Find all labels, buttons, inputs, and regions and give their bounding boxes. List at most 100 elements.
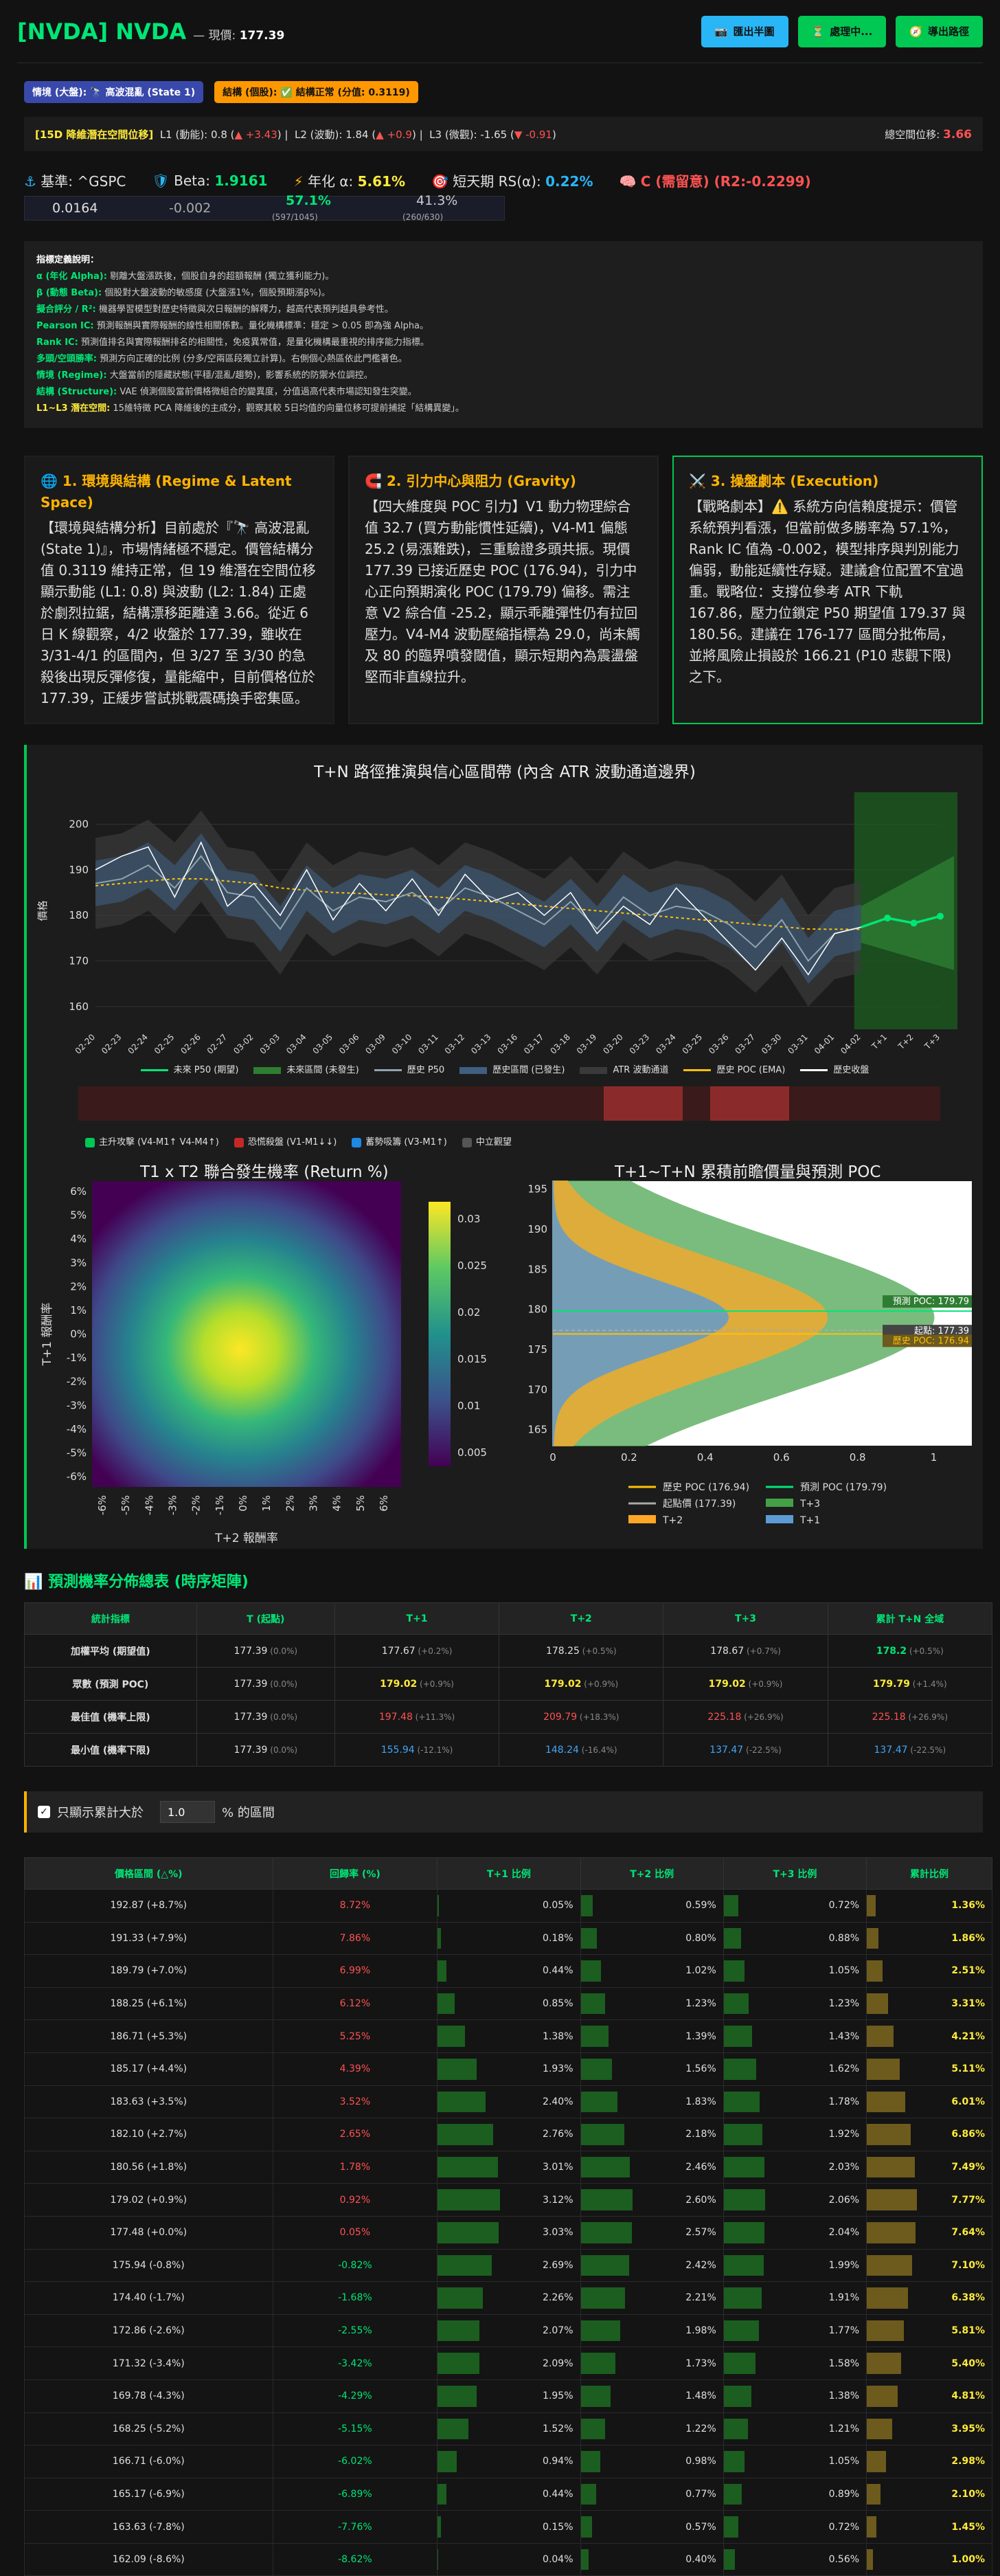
x-tick-label: 03-20 [601,1032,625,1056]
indicator-definitions: 指標定義說明： α (年化 Alpha): 剔離大盤漲跌後，個股自身的超額報酬 … [24,241,983,428]
regression-cell: -6.89% [272,2477,438,2511]
legend-item: 歷史收盤 [800,1062,869,1075]
ratio-text: 1.38% [543,2030,573,2042]
prob-value: 148.24 [545,1744,579,1756]
heatmap-y-tick: -1% [67,1352,87,1364]
x-tick-label: 03-12 [443,1032,467,1056]
cumulative-bar [867,2451,886,2472]
ratio-cell: 1.38% [437,2019,581,2053]
prob-value: 177.39 [234,1645,268,1657]
price-range-cell: 180.56 (+1.8%) [24,2150,273,2184]
cumulative-cell: 7.49% [866,2150,992,2184]
ratio-bar [580,2418,606,2440]
ratio-bar [723,2156,764,2178]
cumulative-text: 1.45% [951,2521,985,2533]
cumulative-text: 2.98% [951,2456,985,2467]
x-tick-label: 03-27 [733,1032,757,1056]
ratio-text: 1.56% [685,2063,716,2075]
ratio-bar [723,2189,765,2210]
ratio-text: 2.26% [543,2292,573,2304]
ratio-text: 1.99% [828,2259,860,2271]
future-point [910,919,918,927]
profile-legend-text: 歷史 POC (176.94) [663,1482,749,1493]
x-tick-label: 02-25 [152,1032,177,1056]
ratio-cell: 1.22% [580,2412,724,2446]
prob-table-header: 累計 T+N 全域 [827,1602,993,1635]
ratio-cell: 1.62% [723,2052,867,2086]
definition-key: 擬合評分 / R²: [36,304,96,315]
ratio-cell: 1.21% [723,2412,867,2446]
ratio-cell: 2.07% [437,2314,581,2348]
future-point [937,912,944,920]
ratio-text: 0.56% [828,2554,860,2566]
cumulative-text: 5.81% [951,2325,985,2337]
cumulative-cell: 5.11% [866,2052,992,2086]
price-range-cell: 191.33 (+7.9%) [24,1921,273,1956]
regime-swatch [234,1137,244,1147]
prob-change: (+0.5%) [579,1646,617,1656]
latent-l1: L1 (動能): 0.8 [159,128,227,141]
regression-cell: 7.86% [272,1921,438,1956]
regime-strip-bg [78,1086,940,1121]
ratio-text: 0.98% [685,2456,716,2467]
cumulative-text: 4.81% [951,2390,985,2402]
prob-change: (0.0%) [267,1646,298,1656]
ratio-cell: 2.18% [580,2118,724,2151]
x-tick-label: 02-26 [179,1032,203,1056]
prob-table-title: 📊 預測機率分佈總表 (時序矩陣) [24,1569,983,1591]
filter-threshold-input[interactable]: 1.0 [160,1801,215,1823]
ratio-cell: 0.04% [437,2542,581,2576]
prob-table-row: 眾數 (預測 POC) 177.39 (0.0%) 179.02 (+0.9%) 17… [24,1667,993,1701]
heatmap-x-tick: 1% [260,1495,273,1512]
ratio-cell: 1.83% [580,2085,724,2119]
joint-probability-heatmap: 6% 5% 4% 3% 2% 1% 0% -1% -2% -3% -4% -5% -6% -6% -5% -4… [41,1181,487,1545]
gravity-card: 🧲 2. 引力中心與阻力 (Gravity) 【四大維度與 POC 引力】V1 動… [348,456,659,724]
definition-text: 機器學習模型對歷史特徵與次日報酬的解釋力，越高代表預判越具參考性。 [95,304,394,315]
ratio-text: 0.57% [685,2521,716,2533]
export-half-button[interactable]: 📷 匯出半圖 [701,15,788,47]
price-range-cell: 168.25 (-5.2%) [24,2412,273,2446]
heatmap-x-tick: 4% [331,1495,343,1512]
x-tick-label: 03-09 [363,1032,387,1056]
price-range-cell: 175.94 (-0.8%) [24,2248,273,2283]
pearson-number: 0.0164 [52,201,98,216]
x-tick-label: 03-05 [310,1032,334,1056]
ratio-cell: 2.76% [437,2118,581,2151]
regression-cell: -1.68% [272,2281,438,2315]
export-path-button[interactable]: 🧭 導出路徑 [896,15,983,47]
ratio-bar [438,2353,480,2374]
history-band [95,833,861,984]
dist-table-row: 163.63 (-7.8%) -7.76% 0.15% 0.57% 0.72% 1.45% [24,2510,992,2544]
filter-checkbox[interactable]: ✓ [38,1806,50,1818]
prob-value: 179.79 [872,1678,910,1690]
definition-line: 多頭/空頭勝率: 預測方向正確的比例 (分多/空兩區段獨立計算)。右側個心熱區依… [36,351,970,368]
magnet-icon: 🧲 [365,473,382,489]
x-tick-label: 03-23 [628,1032,652,1056]
path-chart-section: T+N 路徑推演與信心區間帶 (內含 ATR 波動通道邊界) 價格 160 170 1… [24,745,983,1147]
ratio-text: 1.52% [543,2423,573,2434]
x-tick-label: 03-03 [258,1032,282,1056]
ratio-text: 1.02% [685,1965,716,1977]
processing-button[interactable]: ⏳ 處理中... [797,15,887,47]
legend-item: 歷史 P50 [374,1062,444,1075]
dist-table-row: 189.79 (+7.0%) 6.99% 0.44% 1.02% 1.05% 2.51% [24,1954,992,1988]
prob-cell: 178.2 (+0.5%) [827,1634,993,1668]
cumulative-cell: 3.31% [866,1986,992,2021]
dist-table-header: T+2 比例 [580,1857,724,1890]
ratio-bar [723,2549,736,2571]
cumulative-text: 6.38% [951,2292,985,2304]
ratio-text: 1.05% [828,2456,860,2467]
prob-cell: 178.67 (+0.7%) [663,1634,828,1668]
ratio-cell: 0.72% [723,2510,867,2544]
regression-cell: -5.15% [272,2412,438,2446]
gravity-card-title: 2. 引力中心與阻力 (Gravity) [386,473,576,489]
ratio-bar [438,2254,492,2276]
definitions-title: 指標定義說明： [36,255,100,265]
cumulative-cell: 4.21% [866,2019,992,2053]
prob-value: 179.02 [544,1678,582,1690]
x-tick-label: 03-17 [522,1032,546,1056]
ratio-bar [438,2124,493,2145]
dist-table-row: 172.86 (-2.6%) -2.55% 2.07% 1.98% 1.77% 5.81% [24,2314,992,2348]
x-tick-label: 03-19 [575,1032,599,1056]
